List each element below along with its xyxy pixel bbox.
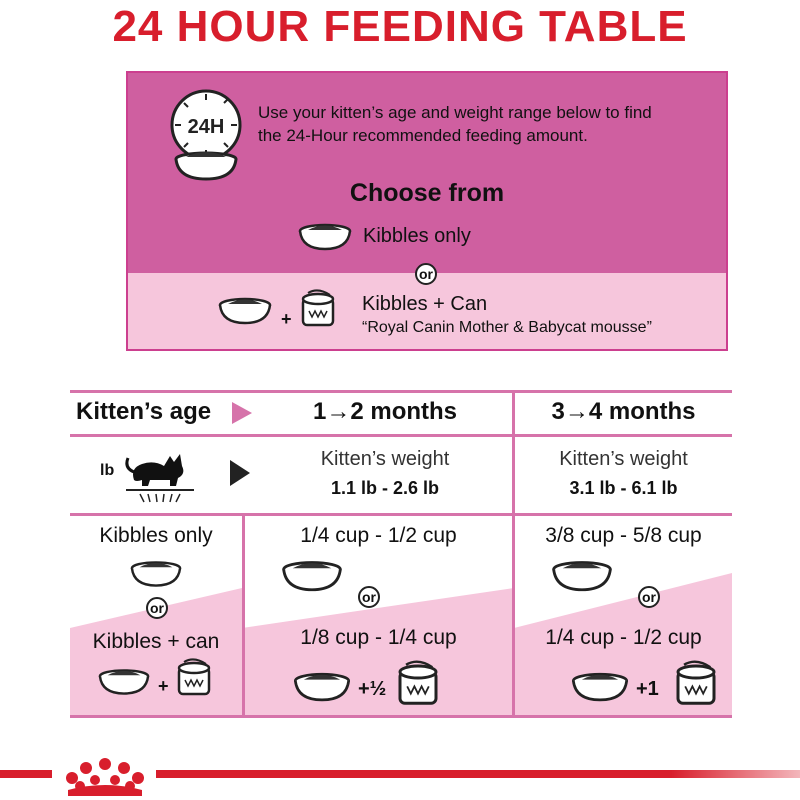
weight-unit-label: lb <box>100 462 115 479</box>
weight-label: Kitten’s weight <box>320 448 450 470</box>
choose-from-heading: Choose from <box>349 179 505 207</box>
plus-sign: + <box>281 309 292 329</box>
clock-label: 24H <box>188 116 225 138</box>
instructions-text: Use your kitten’s age and weight range b… <box>258 103 652 145</box>
can-icon <box>674 660 718 708</box>
kibble-bowl-icon <box>570 670 630 702</box>
kibbles-can-amount: 1/8 cup - 1/4 cup <box>300 626 457 649</box>
kibble-bowl-icon <box>292 670 352 702</box>
weight-range: 1.1 lb - 2.6 lb <box>330 478 440 498</box>
can-amount: +1 <box>636 678 659 700</box>
table-border-top <box>70 390 732 393</box>
feeding-table: Kitten’s age 1→2 months 3→4 months lb Ki… <box>70 390 732 718</box>
can-icon <box>300 289 336 329</box>
footer-red-bar <box>156 770 800 778</box>
kibble-bowl-icon <box>130 558 182 588</box>
row-label-kibbles-can: Kibbles + can <box>92 630 220 653</box>
kibble-bowl-icon <box>98 666 150 696</box>
cat-scale-icon <box>120 442 200 508</box>
can-icon <box>176 658 212 698</box>
table-border-bottom <box>70 715 732 718</box>
weight-label: Kitten’s weight <box>559 448 688 470</box>
table-divider <box>70 434 732 437</box>
or-badge: or <box>146 597 168 619</box>
row-label-kibbles-only: Kibbles only <box>99 524 213 547</box>
footer-red-bar <box>0 770 52 778</box>
or-badge: or <box>638 586 660 608</box>
clock-bowl-icon: 24H <box>166 87 246 183</box>
page-title: 24 HOUR FEEDING TABLE <box>112 2 688 51</box>
arrow-right-icon <box>230 460 250 486</box>
kibbles-only-amount: 1/4 cup - 1/2 cup <box>300 524 457 547</box>
option-kibbles-only: Kibbles only <box>363 225 471 247</box>
kibble-bowl-icon <box>280 558 344 592</box>
age-header: Kitten’s age <box>76 398 212 425</box>
plus-sign: + <box>158 676 169 696</box>
arrow-right-icon <box>232 402 252 424</box>
can-icon <box>396 660 440 708</box>
option-kibbles-can: Kibbles + Can <box>362 293 488 315</box>
crown-logo-icon <box>60 750 150 796</box>
kibbles-can-amount: 1/4 cup - 1/2 cup <box>545 626 702 649</box>
kibble-bowl-icon <box>550 558 614 592</box>
instructions-panel: 24H Use your kitten’s age and weight ran… <box>126 71 728 351</box>
or-badge: or <box>358 586 380 608</box>
can-amount: +½ <box>358 678 387 700</box>
mousse-note: “Royal Canin Mother & Babycat mousse” <box>362 319 652 336</box>
age-column-2: 3→4 months <box>551 398 696 425</box>
table-divider <box>70 513 732 516</box>
or-badge: or <box>415 263 437 285</box>
age-column-1: 1→2 months <box>312 398 458 425</box>
kibble-bowl-icon <box>298 221 352 251</box>
kibbles-only-amount: 3/8 cup - 5/8 cup <box>545 524 702 547</box>
weight-range: 3.1 lb - 6.1 lb <box>569 478 678 498</box>
table-column-divider <box>242 515 245 715</box>
kibble-bowl-icon <box>218 295 272 325</box>
table-column-divider <box>512 390 515 715</box>
